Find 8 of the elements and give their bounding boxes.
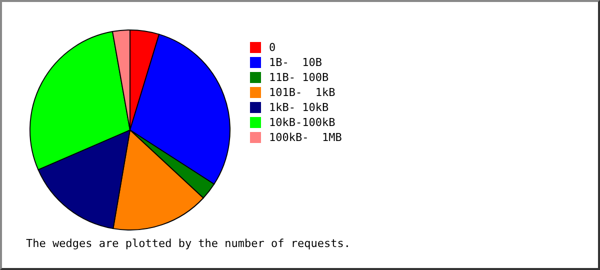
legend-label: 1kB- 10kB: [269, 100, 329, 115]
legend-label: 10kB-100kB: [269, 115, 336, 130]
legend-label: 0: [269, 40, 276, 55]
legend-label: 1B- 10B: [269, 55, 322, 70]
text: The wedges are plotted by the number of requests.: [26, 237, 351, 250]
legend-label: 101B- 1kB: [269, 85, 336, 100]
legend-label: 100kB- 1MB: [269, 130, 342, 145]
legend-label: 11B- 100B: [269, 70, 329, 85]
